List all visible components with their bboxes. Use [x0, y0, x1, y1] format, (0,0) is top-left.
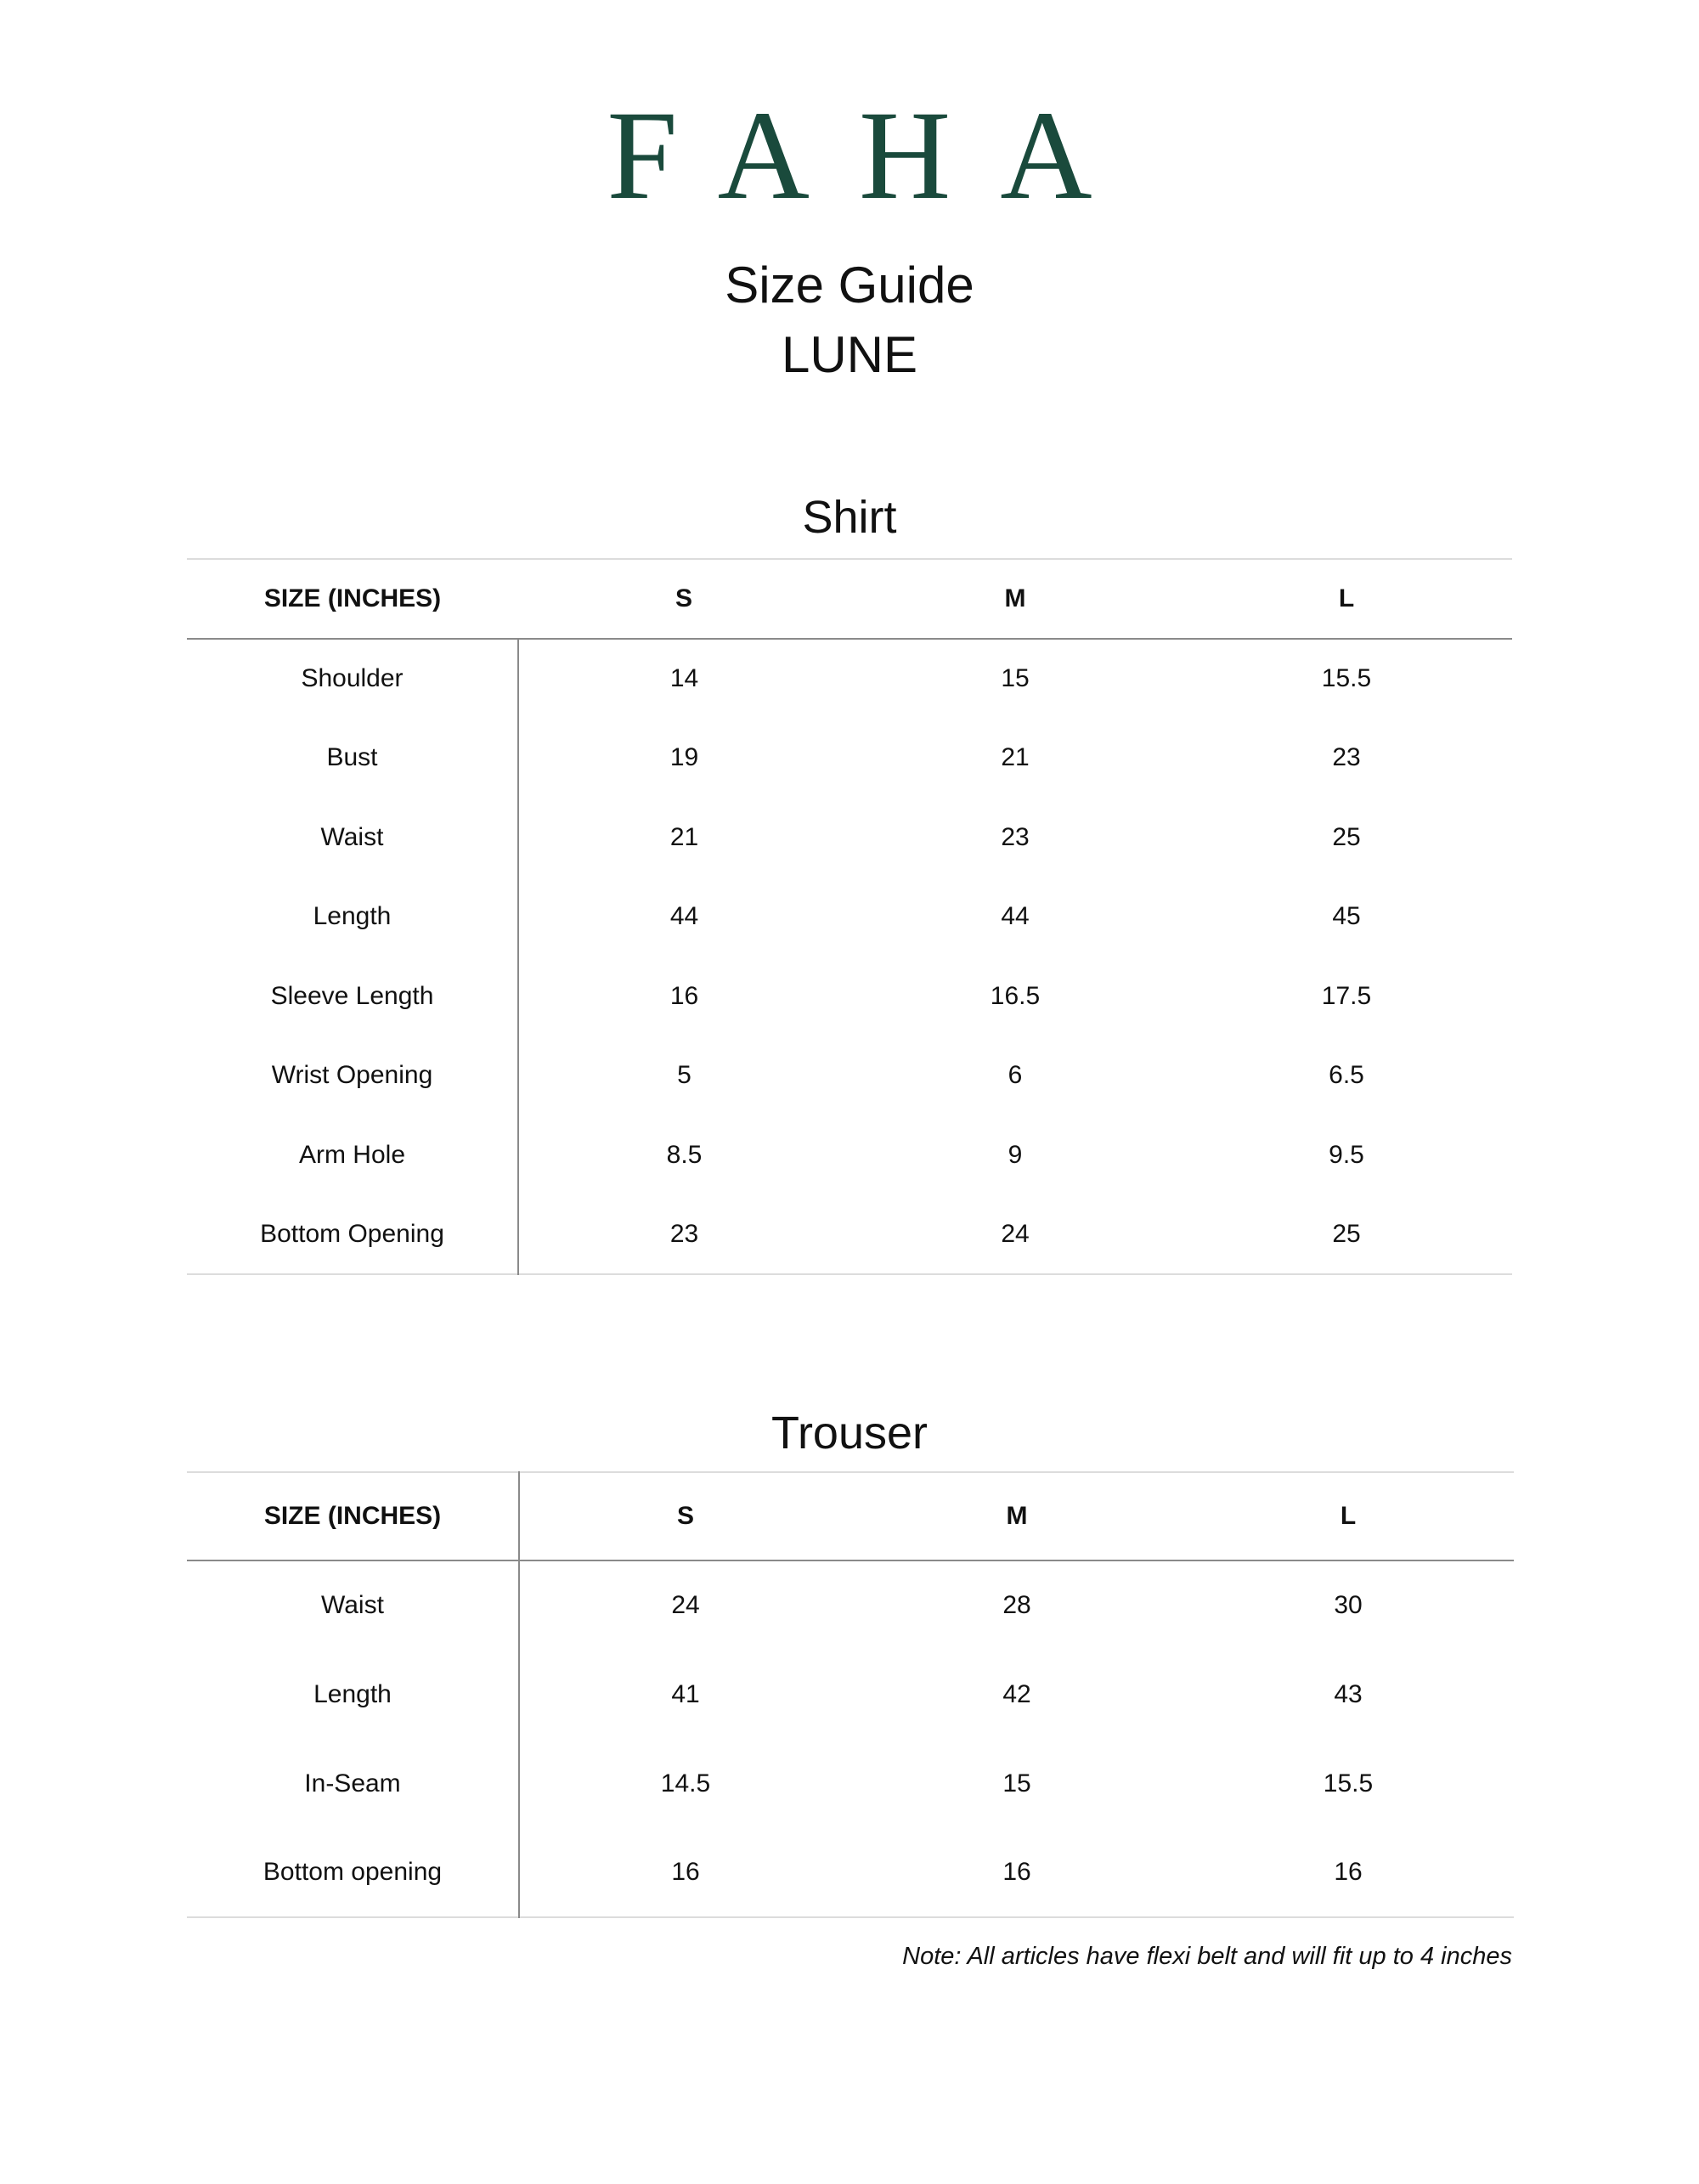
measurement-label: Waist	[187, 798, 519, 878]
size-value: 9.5	[1329, 1140, 1364, 1169]
size-value: 28	[1002, 1591, 1031, 1619]
measurement-label: Waist	[187, 1560, 520, 1650]
brand-logo: FAHA	[607, 85, 1142, 226]
size-value: 15.5	[1323, 1769, 1374, 1797]
measurement-label: Bottom opening	[187, 1828, 520, 1917]
product-name: LUNE	[781, 326, 918, 383]
table-row: Bust 19 21 23	[187, 718, 1512, 798]
shirt-section-title: Shirt	[802, 492, 897, 543]
column-header: S	[675, 584, 692, 612]
size-value: 21	[669, 822, 699, 851]
table-row: Arm Hole 8.5 9 9.5	[187, 1115, 1512, 1195]
table-row: Length 44 44 45	[187, 877, 1512, 957]
size-value: 14.5	[660, 1769, 711, 1797]
size-value: 16	[669, 981, 699, 1010]
size-value: 44	[669, 902, 699, 931]
size-value: 21	[1001, 743, 1030, 772]
page-title: Size Guide	[725, 257, 974, 313]
measurement-label: Bust	[187, 718, 519, 798]
size-value: 23	[1001, 822, 1030, 851]
table-row: Sleeve Length 16 16.5 17.5	[187, 957, 1512, 1036]
size-value: 16.5	[990, 981, 1041, 1010]
size-value: 6	[1008, 1061, 1023, 1090]
table-row: In-Seam 14.5 15 15.5	[187, 1739, 1514, 1828]
size-value: 45	[1332, 902, 1361, 931]
size-value: 23	[1332, 743, 1361, 772]
size-value: 30	[1334, 1591, 1363, 1619]
size-value: 41	[671, 1679, 700, 1708]
size-value: 9	[1008, 1140, 1023, 1169]
table-row: Shoulder 14 15 15.5	[187, 639, 1512, 719]
measurement-label: In-Seam	[187, 1739, 520, 1828]
size-value: 15.5	[1321, 664, 1372, 693]
size-value: 15	[1001, 664, 1030, 693]
trouser-size-table: SIZE (INCHES) S M L Waist 24 28 30 Length 41 42 43 I…	[187, 1471, 1514, 1918]
size-value: 23	[669, 1219, 699, 1248]
measurement-label: Length	[187, 1650, 520, 1739]
size-value: 16	[1334, 1858, 1363, 1886]
measurement-label: Wrist Opening	[187, 1036, 519, 1115]
size-value: 44	[1001, 902, 1030, 931]
column-header: M	[1006, 1502, 1028, 1530]
size-value: 17.5	[1321, 981, 1372, 1010]
size-value: 25	[1332, 822, 1361, 851]
measurement-label: Shoulder	[187, 639, 519, 719]
table-header-row: SIZE (INCHES) S M L	[187, 1472, 1514, 1560]
size-value: 6.5	[1329, 1061, 1364, 1090]
column-header: L	[1340, 1502, 1357, 1530]
size-value: 19	[669, 743, 699, 772]
size-value: 24	[1001, 1219, 1030, 1248]
shirt-size-table: SIZE (INCHES) S M L Shoulder 14 15 15.5 Bust 19 21…	[187, 558, 1512, 1275]
size-value: 14	[669, 664, 699, 693]
size-value: 43	[1334, 1679, 1363, 1708]
table-row: Waist 24 28 30	[187, 1560, 1514, 1650]
measurement-label: Arm Hole	[187, 1115, 519, 1195]
column-header: SIZE (INCHES)	[187, 1472, 520, 1560]
size-value: 42	[1002, 1679, 1031, 1708]
table-header-row: SIZE (INCHES) S M L	[187, 559, 1512, 639]
size-value: 16	[1002, 1858, 1031, 1886]
table-row: Bottom Opening 23 24 25	[187, 1194, 1512, 1274]
measurement-label: Length	[187, 877, 519, 957]
measurement-label: Sleeve Length	[187, 957, 519, 1036]
column-header: SIZE (INCHES)	[263, 584, 442, 612]
size-value: 15	[1002, 1769, 1031, 1797]
table-row: Length 41 42 43	[187, 1650, 1514, 1739]
table-row: Bottom opening 16 16 16	[187, 1828, 1514, 1917]
size-value: 25	[1332, 1219, 1361, 1248]
size-value: 8.5	[666, 1140, 703, 1169]
fit-note: Note: All articles have flexi belt and w…	[902, 1943, 1512, 1970]
size-value: 16	[671, 1858, 700, 1886]
column-header: M	[1004, 584, 1026, 612]
table-row: Wrist Opening 5 6 6.5	[187, 1036, 1512, 1115]
trouser-section-title: Trouser	[770, 1408, 929, 1459]
table-row: Waist 21 23 25	[187, 798, 1512, 878]
size-value: 5	[677, 1061, 691, 1090]
measurement-label: Bottom Opening	[187, 1194, 519, 1274]
column-header: S	[676, 1502, 694, 1530]
column-header: L	[1338, 584, 1355, 612]
size-value: 24	[671, 1591, 700, 1619]
